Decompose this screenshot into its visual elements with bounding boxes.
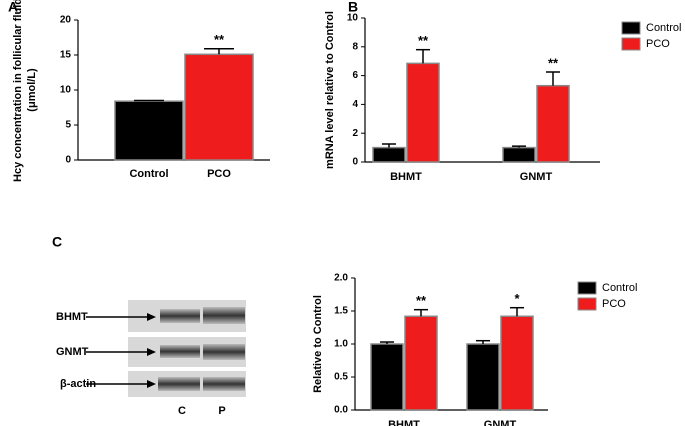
significance: * <box>514 291 520 306</box>
x-tick-label: GNMT <box>520 171 553 183</box>
significance: ** <box>214 32 225 47</box>
significance: ** <box>418 33 429 48</box>
blot: BHMT GNMT β-actin C P <box>56 300 246 417</box>
legend-label: PCO <box>602 298 626 310</box>
bar <box>466 343 500 411</box>
bar <box>370 343 404 411</box>
blot-row-label: β-actin <box>60 378 96 390</box>
y-tick-label: 4 <box>352 99 358 110</box>
significance: ** <box>548 55 559 70</box>
x-tick-label: PCO <box>207 168 231 180</box>
panel-letter: C <box>52 234 62 250</box>
blot-band <box>203 344 245 360</box>
y-tick-label: 2 <box>352 128 358 139</box>
x-tick-label: Control <box>129 168 168 180</box>
legend-label: Control <box>602 282 637 294</box>
y-tick-label: 1.5 <box>334 306 348 317</box>
panel-letter: B <box>348 0 358 15</box>
blot-band <box>203 377 245 391</box>
legend-label: Control <box>646 22 681 34</box>
lane-label: P <box>218 405 225 417</box>
legend-swatch <box>577 297 597 311</box>
significance: ** <box>416 293 427 308</box>
bar <box>406 62 440 163</box>
blot-band <box>160 309 200 323</box>
legend-swatch <box>577 281 597 295</box>
y-tick-label: 1.0 <box>334 339 348 350</box>
arrowheads <box>147 313 156 388</box>
y-tick-label: 0 <box>352 157 358 168</box>
bar <box>404 315 438 411</box>
lane-label: C <box>178 405 186 417</box>
blot-band <box>160 345 200 358</box>
y-axis-label: Relative to Control <box>312 295 324 393</box>
bar <box>502 146 536 163</box>
blot-row-label: GNMT <box>56 346 89 358</box>
y-tick-label: 6 <box>352 70 358 81</box>
x-tick-label: BHMT <box>390 171 422 183</box>
y-tick-label: 10 <box>347 13 359 24</box>
legend-swatch <box>621 37 641 51</box>
x-tick-label: GNMT <box>484 419 517 426</box>
y-tick-label: 0.0 <box>334 405 348 416</box>
y-tick-label: 0 <box>65 155 71 166</box>
y-tick-label: 2.0 <box>334 273 348 284</box>
legend-label: PCO <box>646 38 670 50</box>
blot-row-label: BHMT <box>56 311 88 323</box>
bar <box>372 146 406 163</box>
blot-band <box>203 307 245 324</box>
arrows <box>86 316 150 385</box>
bar <box>536 84 570 163</box>
panel-letter: A <box>8 0 18 15</box>
y-axis-label: Hcy concentration in follicular fluid <box>12 0 24 182</box>
y-tick-label: 5 <box>65 120 71 131</box>
y-tick-label: 0.5 <box>334 372 348 383</box>
blot-band <box>158 377 200 391</box>
y-tick-label: 15 <box>60 50 72 61</box>
legend-swatch <box>621 21 641 35</box>
bar <box>500 315 534 411</box>
y-axis-label: mRNA level relative to Control <box>324 11 336 169</box>
x-tick-label: BHMT <box>388 419 420 426</box>
y-tick-label: 8 <box>352 41 358 52</box>
bar <box>184 53 254 161</box>
y-tick-label: 20 <box>60 15 72 26</box>
y-axis-label: (μmol/L) <box>26 68 38 112</box>
bar <box>114 100 184 161</box>
y-tick-label: 10 <box>60 85 72 96</box>
